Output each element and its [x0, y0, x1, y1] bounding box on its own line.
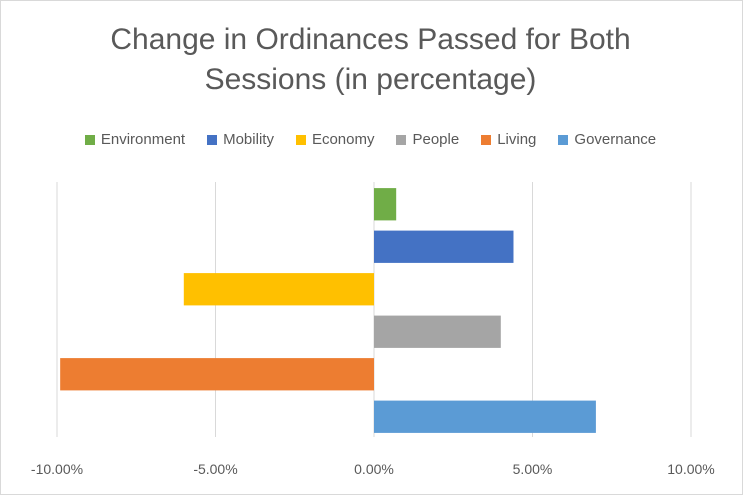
bar-people: [374, 315, 501, 348]
chart-title: Change in Ordinances Passed for Both Ses…: [0, 20, 741, 100]
legend-label-governance: Governance: [574, 131, 657, 148]
x-tick-label: 0.00%: [354, 461, 394, 477]
bar-environment: [374, 188, 397, 221]
bar-economy: [183, 273, 374, 306]
bar-governance: [374, 400, 596, 433]
x-tick-label: 5.00%: [513, 461, 553, 477]
legend-swatch-governance: [558, 134, 569, 145]
legend-label-mobility: Mobility: [223, 131, 274, 148]
legend-item-governance: Governance: [558, 131, 656, 148]
legend-label-people: People: [412, 131, 460, 148]
legend-item-environment: Environment: [84, 131, 186, 148]
legend-label-living: Living: [497, 131, 537, 148]
legend-swatch-mobility: [207, 134, 218, 145]
x-tick-label: -10.00%: [31, 461, 83, 477]
legend-item-economy: Economy: [295, 131, 375, 148]
x-tick-label: 10.00%: [667, 461, 714, 477]
legend-label-environment: Environment: [100, 131, 186, 148]
legend-item-mobility: Mobility: [207, 131, 274, 148]
legend-item-people: People: [396, 131, 459, 148]
x-tick-label: -5.00%: [193, 461, 237, 477]
legend: Environment Mobility Economy People Living Go…: [0, 131, 741, 148]
legend-swatch-economy: [295, 134, 306, 145]
legend-item-living: Living: [481, 131, 536, 148]
legend-swatch-environment: [84, 134, 95, 145]
legend-swatch-living: [481, 134, 492, 145]
chart-title-line-1: Change in Ordinances Passed for Both: [110, 23, 631, 56]
legend-label-economy: Economy: [311, 131, 375, 148]
bar-living: [60, 358, 375, 391]
legend-swatch-people: [396, 134, 407, 145]
bar-mobility: [374, 230, 514, 263]
chart-title-line-2: Sessions (in percentage): [204, 63, 537, 96]
